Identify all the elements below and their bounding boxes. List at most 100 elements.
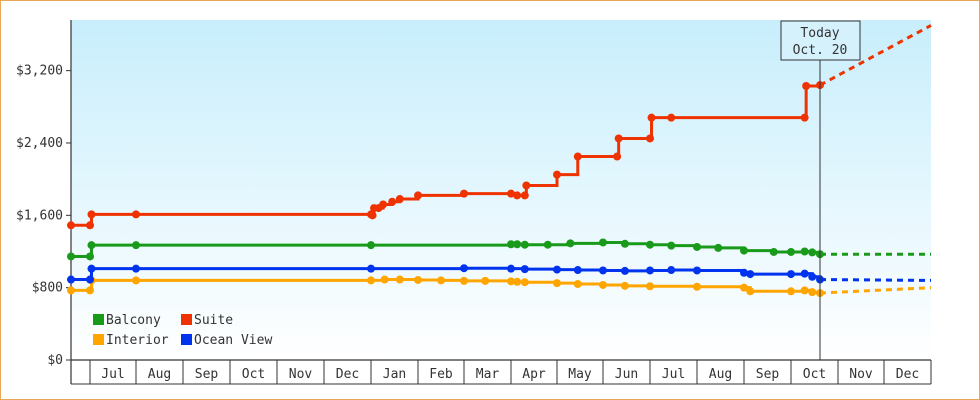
data-point-interior[interactable] (395, 275, 404, 284)
today-box (780, 20, 861, 61)
data-point-suite[interactable] (513, 191, 522, 200)
data-point-interior[interactable] (787, 287, 795, 296)
data-point-interior[interactable] (573, 280, 582, 289)
legend-swatch-ocean-view (181, 334, 192, 345)
data-point-balcony[interactable] (132, 241, 140, 250)
data-point-interior[interactable] (513, 277, 522, 286)
y-tick-label: $800 (32, 281, 63, 296)
data-point-interior[interactable] (599, 280, 607, 289)
data-point-interior[interactable] (646, 282, 654, 291)
data-point-suite[interactable] (379, 200, 388, 209)
x-tick-label: Jan (383, 367, 406, 382)
data-point-suite[interactable] (800, 113, 809, 122)
data-point-suite[interactable] (520, 191, 529, 200)
data-point-suite[interactable] (87, 210, 96, 219)
x-tick-label: Aug (709, 367, 732, 382)
data-point-balcony[interactable] (808, 248, 817, 257)
data-point-balcony[interactable] (787, 247, 795, 256)
data-point-suite[interactable] (67, 221, 75, 230)
data-point-balcony[interactable] (599, 238, 607, 247)
data-point-balcony[interactable] (740, 246, 748, 255)
data-point-suite[interactable] (802, 82, 811, 91)
data-point-balcony[interactable] (620, 239, 629, 248)
data-point-suite[interactable] (667, 113, 676, 122)
data-point-ocean-view[interactable] (787, 270, 795, 279)
data-point-ocean-view[interactable] (746, 270, 755, 279)
data-point-balcony[interactable] (513, 240, 522, 249)
data-point-ocean-view[interactable] (367, 264, 375, 273)
x-tick-label: Feb (429, 367, 453, 382)
data-point-interior[interactable] (132, 276, 140, 285)
data-point-balcony[interactable] (646, 240, 654, 249)
data-point-interior[interactable] (437, 276, 445, 285)
data-point-ocean-view[interactable] (646, 266, 654, 275)
data-point-interior[interactable] (746, 287, 755, 296)
data-point-balcony[interactable] (714, 243, 723, 252)
data-point-ocean-view[interactable] (620, 266, 629, 275)
data-point-balcony[interactable] (769, 247, 778, 256)
data-point-suite[interactable] (414, 191, 422, 200)
x-tick-label: Sep (195, 367, 219, 382)
data-point-balcony[interactable] (86, 252, 94, 261)
data-point-suite[interactable] (573, 152, 582, 161)
data-point-interior[interactable] (553, 279, 561, 288)
data-point-interior[interactable] (693, 282, 701, 291)
data-point-balcony[interactable] (507, 240, 515, 249)
data-point-ocean-view[interactable] (132, 264, 140, 273)
data-point-suite[interactable] (395, 195, 404, 204)
data-point-balcony[interactable] (800, 247, 809, 256)
data-point-interior[interactable] (380, 275, 389, 284)
data-point-balcony[interactable] (367, 241, 375, 250)
data-point-ocean-view[interactable] (460, 264, 468, 273)
data-point-ocean-view[interactable] (553, 265, 561, 274)
data-point-suite[interactable] (368, 211, 377, 220)
data-point-ocean-view[interactable] (599, 266, 607, 275)
forecast-line-interior (819, 286, 932, 295)
data-point-suite[interactable] (507, 189, 515, 198)
data-point-suite[interactable] (613, 152, 622, 161)
data-point-ocean-view[interactable] (67, 275, 75, 284)
data-point-ocean-view[interactable] (667, 266, 676, 275)
legend-swatch-interior (93, 334, 104, 345)
y-tick-label: $1,600 (16, 208, 63, 223)
data-point-interior[interactable] (507, 277, 515, 286)
data-point-interior[interactable] (620, 281, 629, 290)
data-point-ocean-view[interactable] (573, 266, 582, 275)
data-point-balcony[interactable] (693, 242, 701, 251)
data-point-ocean-view[interactable] (740, 268, 748, 277)
data-point-balcony[interactable] (520, 240, 529, 249)
data-point-balcony[interactable] (67, 252, 75, 261)
data-point-interior[interactable] (520, 278, 529, 287)
data-point-interior[interactable] (460, 276, 468, 285)
data-point-suite[interactable] (522, 181, 531, 190)
data-point-ocean-view[interactable] (86, 275, 94, 284)
data-point-balcony[interactable] (543, 240, 552, 249)
data-point-balcony[interactable] (87, 241, 96, 250)
data-point-ocean-view[interactable] (507, 264, 515, 273)
data-point-ocean-view[interactable] (693, 266, 701, 275)
data-point-interior[interactable] (740, 283, 748, 292)
data-point-suite[interactable] (646, 134, 654, 143)
data-point-interior[interactable] (414, 275, 422, 284)
data-point-interior[interactable] (800, 286, 809, 295)
data-point-suite[interactable] (86, 221, 94, 230)
data-point-suite[interactable] (614, 134, 623, 143)
data-point-interior[interactable] (808, 288, 817, 297)
data-point-interior[interactable] (481, 276, 490, 285)
data-point-interior[interactable] (67, 286, 75, 295)
data-point-interior[interactable] (86, 286, 94, 295)
data-point-ocean-view[interactable] (520, 265, 529, 274)
data-point-balcony[interactable] (667, 241, 676, 250)
data-point-ocean-view[interactable] (808, 272, 817, 281)
data-point-suite[interactable] (553, 170, 561, 179)
data-point-suite[interactable] (647, 113, 656, 122)
data-point-ocean-view[interactable] (87, 264, 96, 273)
data-point-suite[interactable] (388, 197, 397, 206)
forecast-line-ocean-view (819, 278, 932, 282)
data-point-suite[interactable] (132, 210, 140, 219)
x-tick-label: Aug (148, 367, 171, 382)
data-point-suite[interactable] (460, 189, 468, 198)
data-point-ocean-view[interactable] (800, 269, 809, 278)
data-point-interior[interactable] (367, 276, 375, 285)
data-point-balcony[interactable] (566, 239, 575, 248)
